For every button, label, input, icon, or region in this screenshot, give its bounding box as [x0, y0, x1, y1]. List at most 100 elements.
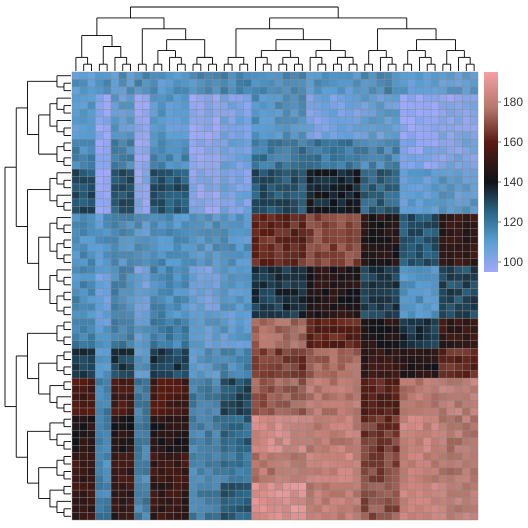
heatmap-cell — [438, 482, 447, 491]
heatmap-cell — [118, 377, 127, 386]
heatmap-cell — [282, 86, 291, 95]
heatmap-cell — [142, 258, 151, 267]
heatmap-cell — [306, 489, 315, 498]
heatmap-cell — [126, 221, 135, 230]
heatmap-cell — [274, 512, 284, 521]
heatmap-cell — [337, 71, 346, 80]
heatmap-cell — [266, 370, 276, 379]
heatmap-cell — [469, 146, 479, 155]
heatmap-cell — [352, 280, 362, 289]
heatmap-cell — [454, 348, 463, 356]
heatmap-cell — [430, 497, 440, 506]
heatmap-cell — [126, 385, 135, 394]
heatmap-cell — [259, 94, 268, 103]
heatmap-cell — [298, 265, 307, 274]
heatmap-cell — [313, 348, 323, 356]
heatmap-cell — [407, 146, 416, 155]
heatmap-cell — [306, 265, 315, 274]
heatmap-cell — [251, 467, 260, 476]
heatmap-cell — [71, 370, 81, 379]
heatmap-cell — [134, 124, 143, 132]
heatmap-cell — [110, 161, 120, 170]
heatmap-cell — [243, 221, 252, 230]
heatmap-cell — [259, 250, 268, 259]
heatmap-cell — [212, 236, 221, 244]
heatmap-cell — [181, 183, 190, 192]
heatmap-cell — [329, 340, 338, 349]
heatmap-cell — [384, 310, 393, 319]
heatmap-cell — [423, 206, 432, 215]
heatmap-cell — [329, 400, 338, 409]
heatmap-cell — [384, 221, 393, 230]
heatmap-cell — [71, 250, 81, 259]
heatmap-cell — [103, 303, 112, 312]
heatmap-cell — [446, 385, 455, 394]
heatmap-cell — [196, 430, 205, 439]
heatmap-cell — [399, 377, 408, 386]
heatmap-cell — [243, 445, 252, 453]
heatmap-cell — [282, 422, 291, 431]
heatmap-cell — [352, 198, 362, 207]
heatmap-cell — [165, 176, 174, 185]
heatmap-cell — [391, 489, 401, 498]
heatmap-cell — [376, 422, 385, 431]
heatmap-cell — [399, 101, 408, 110]
heatmap-cell — [227, 71, 237, 80]
heatmap-cell — [251, 146, 260, 155]
heatmap-cell — [149, 460, 159, 468]
heatmap-cell — [95, 415, 104, 424]
heatmap-cell — [165, 407, 174, 416]
heatmap-cell — [220, 415, 229, 424]
heatmap-cell — [360, 176, 369, 185]
heatmap-cell — [87, 153, 96, 162]
heatmap-cell — [134, 116, 143, 125]
heatmap-cell — [251, 340, 260, 349]
heatmap-cell — [235, 221, 244, 230]
heatmap-cell — [360, 363, 369, 371]
heatmap-cell — [391, 400, 401, 409]
heatmap-cell — [235, 153, 244, 162]
heatmap-cell — [352, 168, 362, 177]
heatmap-cell — [165, 101, 174, 110]
heatmap-cell — [298, 512, 307, 521]
heatmap-cell — [157, 482, 166, 491]
heatmap-cell — [142, 288, 151, 297]
heatmap-cell — [87, 265, 96, 274]
heatmap-cell — [212, 400, 221, 409]
heatmap-cell — [329, 348, 338, 356]
heatmap-cell — [391, 221, 401, 230]
heatmap-cell — [306, 124, 315, 132]
heatmap-cell — [259, 333, 268, 341]
heatmap-cell — [462, 71, 471, 80]
heatmap-cell — [235, 497, 244, 506]
heatmap-cell — [415, 318, 424, 327]
heatmap-cell — [274, 430, 284, 439]
heatmap-cell — [360, 206, 369, 215]
heatmap-cell — [345, 183, 354, 192]
heatmap-cell — [462, 109, 471, 118]
heatmap-cell — [142, 460, 151, 468]
heatmap-cell — [188, 497, 198, 506]
heatmap-cell — [345, 348, 354, 356]
heatmap-cell — [313, 265, 323, 274]
heatmap-cell — [126, 124, 135, 132]
heatmap-cell — [430, 206, 440, 215]
heatmap-cell — [469, 191, 479, 200]
heatmap-cell — [188, 445, 198, 453]
heatmap-cell — [142, 325, 151, 334]
heatmap-cell — [438, 504, 447, 513]
heatmap-cell — [430, 101, 440, 110]
heatmap-cell — [282, 94, 291, 103]
heatmap-cell — [71, 258, 81, 267]
heatmap-cell — [430, 385, 440, 394]
heatmap-cell — [196, 236, 205, 244]
heatmap-cell — [438, 236, 447, 244]
heatmap-cell — [430, 183, 440, 192]
heatmap-cell — [399, 161, 408, 170]
heatmap-cell — [181, 243, 190, 252]
heatmap-cell — [337, 392, 346, 401]
heatmap-cell — [118, 168, 127, 177]
heatmap-cell — [181, 377, 190, 386]
heatmap-cell — [376, 295, 385, 304]
